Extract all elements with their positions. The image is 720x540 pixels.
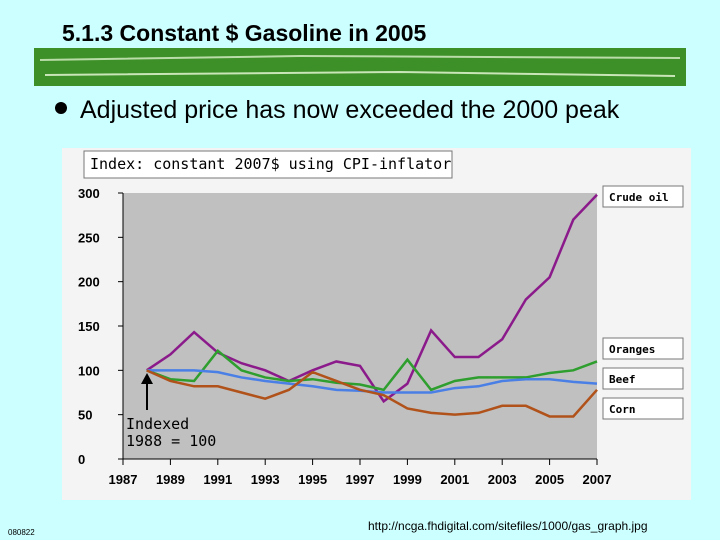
legend-label: Beef: [609, 373, 636, 386]
y-tick-label: 250: [78, 230, 100, 245]
series-line: [146, 369, 598, 418]
x-tick-label: 1999: [393, 472, 422, 487]
x-tick-label: 1991: [203, 472, 232, 487]
y-tick-label: 100: [78, 363, 100, 378]
x-tick-label: 1995: [298, 472, 327, 487]
x-tick-label: 2005: [535, 472, 564, 487]
chart-title-box: [83, 150, 453, 179]
x-tick-label: 2003: [488, 472, 517, 487]
slide-title: 5.1.3 Constant $ Gasoline in 2005: [62, 20, 427, 46]
bullet-text: Adjusted price has now exceeded the 2000…: [80, 96, 620, 124]
x-tick-label: 1997: [346, 472, 375, 487]
x-tick-label: 1993: [251, 472, 280, 487]
legend-box: [602, 367, 684, 390]
legend-box: [602, 185, 684, 208]
series-line: [146, 349, 598, 392]
annotation: Indexed: [126, 415, 189, 433]
chart-title: Index: constant 2007$ using CPI-inflator: [90, 155, 451, 173]
y-tick-label: 300: [78, 186, 100, 201]
legend-label: Corn: [609, 403, 636, 416]
y-tick-label: 50: [78, 408, 92, 423]
arrow-head: [141, 373, 153, 384]
y-tick-label: 200: [78, 275, 100, 290]
legend-box: [602, 337, 684, 360]
legend-label: Oranges: [609, 343, 655, 356]
x-tick-label: 2007: [583, 472, 612, 487]
bullet-dot: [55, 102, 67, 114]
x-tick-label: 2001: [440, 472, 469, 487]
banner: [34, 48, 686, 86]
plot-area: [123, 193, 597, 459]
legend-box: [602, 397, 684, 420]
footer-code: 080822: [8, 528, 35, 537]
legend-label: Crude oil: [609, 191, 669, 204]
annotation: 1988 = 100: [126, 432, 216, 450]
source-url: http://ncga.fhdigital.com/sitefiles/1000…: [368, 519, 648, 533]
y-tick-label: 150: [78, 319, 100, 334]
x-tick-label: 1987: [109, 472, 138, 487]
y-tick-label: 0: [78, 452, 85, 467]
x-tick-label: 1989: [156, 472, 185, 487]
